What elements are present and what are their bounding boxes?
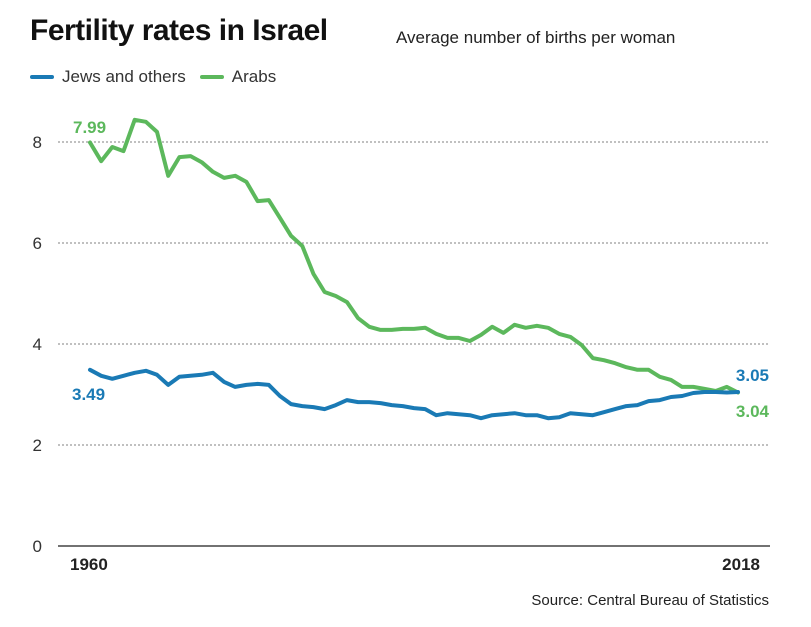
y-tick-label: 4	[33, 335, 42, 354]
chart-subtitle: Average number of births per woman	[396, 28, 676, 47]
series-line-jews-and-others	[88, 367, 740, 421]
x-tick-label: 2018	[722, 555, 760, 574]
data-label-jews-end: 3.05	[736, 366, 769, 385]
legend-swatch-arabs	[199, 75, 224, 79]
y-tick-label: 6	[33, 234, 42, 253]
legend-label-jews: Jews and others	[62, 67, 186, 86]
x-tick-label: 1960	[70, 555, 108, 574]
chart-title: Fertility rates in Israel	[30, 14, 328, 47]
series-line-arabs	[88, 117, 740, 395]
source-note: Source: Central Bureau of Statistics	[531, 592, 769, 609]
data-label-arabs-start: 7.99	[73, 118, 106, 137]
y-tick-label: 8	[33, 133, 42, 152]
legend-item-arabs: Arabs	[199, 67, 277, 87]
legend-item-jews: Jews and others	[30, 67, 186, 87]
legend-swatch-jews	[30, 75, 54, 79]
data-label-arabs-end: 3.04	[736, 402, 770, 421]
legend-label-arabs: Arabs	[231, 67, 277, 86]
y-tick-label: 0	[33, 537, 42, 556]
y-tick-label: 2	[33, 436, 42, 455]
legend: Jews and others Arabs	[30, 67, 290, 87]
data-label-jews-start: 3.49	[72, 385, 105, 404]
